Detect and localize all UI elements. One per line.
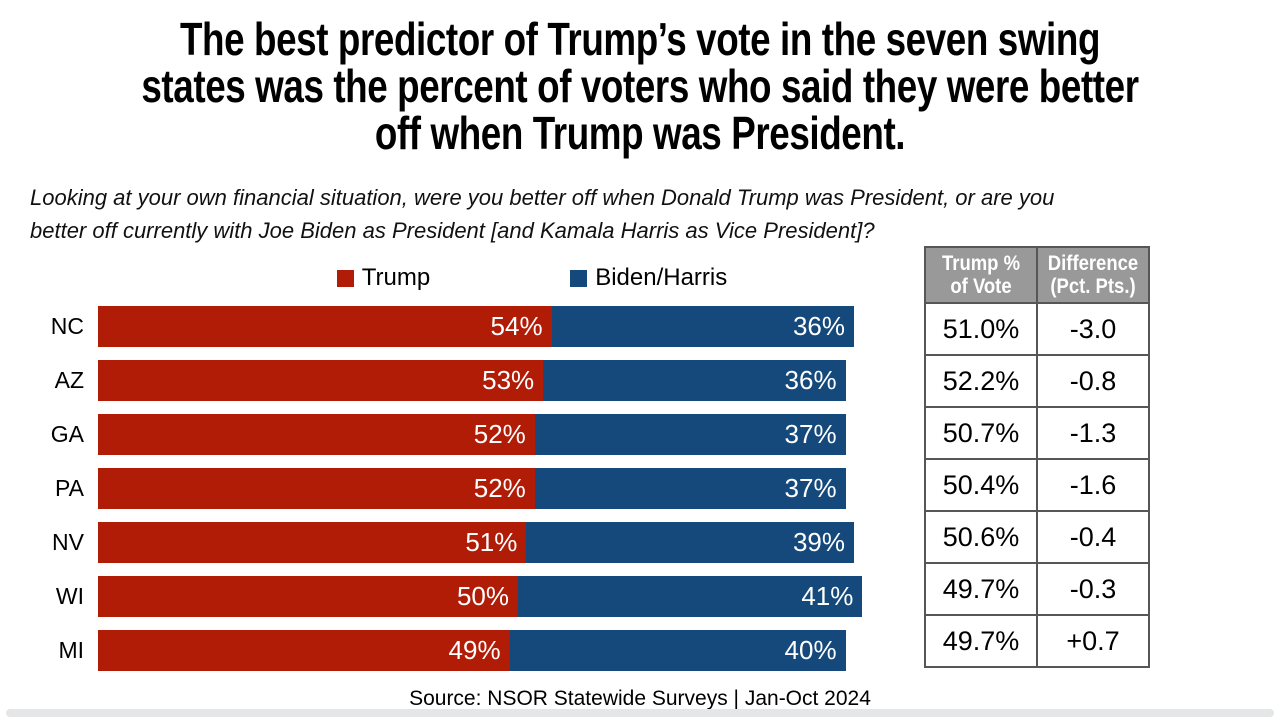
chart-legend: Trump Biden/Harris — [112, 264, 952, 292]
legend-item-biden-harris: Biden/Harris — [570, 264, 727, 292]
bar-track-mi: 49% 40% — [98, 630, 938, 671]
title-line-3: off when Trump was President. — [374, 107, 906, 159]
table-row: 50.6% -0.4 — [924, 510, 1150, 564]
bar-track-az: 53% 36% — [98, 360, 938, 401]
results-table-header: Trump % of Vote Difference (Pct. Pts.) — [924, 246, 1150, 304]
horizontal-scrollbar[interactable] — [6, 709, 1274, 717]
state-label-nc: NC — [50, 313, 84, 339]
cell-trump-pct: 49.7% — [924, 562, 1038, 616]
bar-segment-trump-mi: 49% — [98, 630, 510, 671]
bar-value-label: 51% — [465, 527, 518, 557]
bar-value-label: 52% — [473, 419, 526, 449]
bar-value-label: 37% — [784, 419, 837, 449]
state-label-ga: GA — [50, 421, 84, 447]
bar-row-mi: MI 49% 40% — [0, 630, 938, 671]
biden-harris-color-swatch-icon — [570, 269, 588, 287]
bar-track-wi: 50% 41% — [98, 576, 938, 617]
legend-label-trump: Trump — [361, 264, 431, 291]
table-header-difference-line2: (Pct. Pts.) — [1050, 275, 1136, 298]
state-label-az: AZ — [54, 367, 84, 393]
bar-value-label: 49% — [448, 635, 501, 665]
cell-trump-pct: 50.4% — [924, 458, 1038, 512]
table-row: 50.4% -1.6 — [924, 458, 1150, 512]
stacked-bar-chart: NC 54% 36% AZ 53% 36% GA 52% 37% PA 52% 37% NV 51% 39%… — [0, 306, 938, 684]
bar-row-ga: GA 52% 37% — [0, 414, 938, 455]
cell-difference: -1.6 — [1036, 458, 1150, 512]
table-header-trump-pct: Trump % of Vote — [924, 246, 1038, 304]
cell-difference: +0.7 — [1036, 614, 1150, 668]
bar-track-ga: 52% 37% — [98, 414, 938, 455]
table-header-trump-pct-line2: of Vote — [950, 275, 1012, 298]
bar-row-nc: NC 54% 36% — [0, 306, 938, 347]
page-title: The best predictor of Trump’s vote in th… — [128, 16, 1152, 157]
bar-value-label: 54% — [490, 311, 543, 341]
bar-segment-biden-harris-nc: 36% — [551, 306, 854, 347]
bar-segment-trump-pa: 52% — [98, 468, 535, 509]
bar-row-wi: WI 50% 41% — [0, 576, 938, 617]
cell-trump-pct: 50.7% — [924, 406, 1038, 460]
bar-segment-biden-harris-wi: 41% — [518, 576, 863, 617]
bar-track-pa: 52% 37% — [98, 468, 938, 509]
bar-row-pa: PA 52% 37% — [0, 468, 938, 509]
bar-value-label: 50% — [456, 581, 509, 611]
bar-segment-biden-harris-mi: 40% — [509, 630, 846, 671]
subtitle-line-1: Looking at your own financial situation,… — [30, 185, 1055, 210]
cell-difference: -3.0 — [1036, 302, 1150, 356]
table-row: 49.7% -0.3 — [924, 562, 1150, 616]
bar-rows: NC 54% 36% AZ 53% 36% GA 52% 37% PA 52% 37% NV 51% 39%… — [0, 306, 938, 671]
table-row: 49.7% +0.7 — [924, 614, 1150, 668]
bar-value-label: 39% — [792, 527, 845, 557]
state-label-mi: MI — [58, 637, 84, 663]
legend-label-biden-harris: Biden/Harris — [595, 264, 728, 291]
title-line-1: The best predictor of Trump’s vote in th… — [179, 13, 1101, 65]
cell-trump-pct: 50.6% — [924, 510, 1038, 564]
cell-difference: -0.8 — [1036, 354, 1150, 408]
state-label-wi: WI — [55, 583, 84, 609]
title-line-2: states was the percent of voters who sai… — [141, 60, 1139, 112]
bar-segment-trump-nc: 54% — [98, 306, 552, 347]
bar-segment-biden-harris-az: 36% — [543, 360, 846, 401]
bar-value-label: 40% — [784, 635, 837, 665]
cell-trump-pct: 51.0% — [924, 302, 1038, 356]
table-row: 50.7% -1.3 — [924, 406, 1150, 460]
bar-segment-trump-ga: 52% — [98, 414, 535, 455]
state-label-nv: NV — [52, 529, 84, 555]
results-table: Trump % of Vote Difference (Pct. Pts.) 5… — [924, 246, 1150, 668]
bar-row-nv: NV 51% 39% — [0, 522, 938, 563]
table-header-trump-pct-line1: Trump % — [941, 252, 1021, 275]
cell-difference: -0.4 — [1036, 510, 1150, 564]
bar-value-label: 37% — [784, 473, 837, 503]
bar-segment-biden-harris-ga: 37% — [534, 414, 846, 455]
legend-item-trump: Trump — [336, 264, 431, 292]
bar-value-label: 36% — [792, 311, 845, 341]
bar-track-nv: 51% 39% — [98, 522, 938, 563]
results-table-body: 51.0% -3.0 52.2% -0.8 50.7% -1.3 50.4% -1.6 50.6… — [924, 302, 1150, 668]
bar-segment-trump-nv: 51% — [98, 522, 527, 563]
bar-value-label: 53% — [482, 365, 535, 395]
bar-track-nc: 54% 36% — [98, 306, 938, 347]
trump-color-swatch-icon — [336, 269, 354, 287]
table-row: 51.0% -3.0 — [924, 302, 1150, 356]
cell-trump-pct: 52.2% — [924, 354, 1038, 408]
cell-trump-pct: 49.7% — [924, 614, 1038, 668]
bar-value-label: 41% — [801, 581, 854, 611]
bar-segment-trump-wi: 50% — [98, 576, 518, 617]
subtitle-line-2: better off currently with Joe Biden as P… — [30, 218, 875, 243]
bar-segment-trump-az: 53% — [98, 360, 544, 401]
bar-segment-biden-harris-nv: 39% — [526, 522, 854, 563]
state-label-pa: PA — [55, 475, 84, 501]
bar-segment-biden-harris-pa: 37% — [534, 468, 846, 509]
cell-difference: -0.3 — [1036, 562, 1150, 616]
cell-difference: -1.3 — [1036, 406, 1150, 460]
table-header-difference: Difference (Pct. Pts.) — [1036, 246, 1150, 304]
table-row: 52.2% -0.8 — [924, 354, 1150, 408]
bar-value-label: 52% — [473, 473, 526, 503]
bar-row-az: AZ 53% 36% — [0, 360, 938, 401]
table-header-difference-line1: Difference — [1047, 252, 1139, 275]
survey-question: Looking at your own financial situation,… — [30, 181, 1180, 247]
bar-value-label: 36% — [784, 365, 837, 395]
source-caption: Source: NSOR Statewide Surveys | Jan-Oct… — [409, 687, 871, 710]
